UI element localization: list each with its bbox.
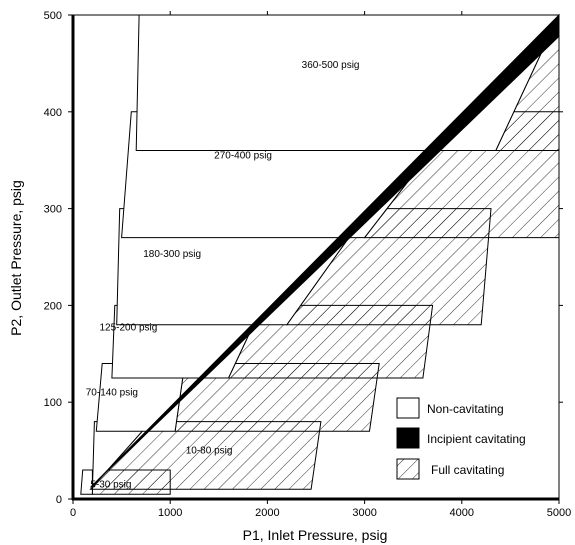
- y-tick-label: 0: [56, 494, 62, 506]
- band-label-125-200-psig: 125-200 psig: [99, 323, 157, 334]
- legend-swatch-non-cavitating: [396, 397, 420, 419]
- legend-label-non-cavitating: Non-cavitating: [427, 402, 504, 416]
- x-axis-title: P1, Inlet Pressure, psig: [243, 527, 388, 543]
- axes: 0 1000 2000 3000 4000 5000 0 100 200 300 400 500: [44, 10, 572, 519]
- band-labels: 5-30 psig 10-80 psig 70-140 psig 125-200 ps…: [86, 60, 360, 490]
- plot-area: 5-30 psig 10-80 psig 70-140 psig 125-200 ps…: [80, 13, 560, 495]
- x-tick-label: 3000: [352, 507, 376, 519]
- y-tick-label: 200: [44, 300, 62, 312]
- x-tick-label: 4000: [450, 507, 474, 519]
- x-tick-label: 5000: [547, 507, 571, 519]
- y-tick-label: 500: [44, 10, 62, 22]
- legend-label-full-cavitating: Full cavitating: [431, 463, 504, 477]
- y-tick-label: 300: [44, 204, 62, 216]
- legend-swatch-full-cavitating: [396, 458, 420, 480]
- legend-swatch-incipient: [396, 427, 420, 449]
- x-tick-label: 2000: [255, 507, 279, 519]
- non-cavitating-region-5-30-psig: [80, 469, 93, 495]
- band-label-5-30-psig: 5-30 psig: [90, 479, 131, 490]
- legend-label-incipient: Incipient cavitating: [427, 432, 526, 446]
- band-label-180-300-psig: 180-300 psig: [143, 249, 201, 260]
- non-cavitating-regions: [80, 14, 560, 495]
- band-label-270-400-psig: 270-400 psig: [214, 150, 272, 161]
- x-tick-label: 0: [70, 507, 76, 519]
- band-label-10-80-psig: 10-80 psig: [186, 446, 233, 457]
- y-axis-title: P2, Outlet Pressure, psig: [8, 180, 24, 336]
- band-label-360-500-psig: 360-500 psig: [302, 60, 360, 71]
- legend: Non-cavitating Incipient cavitating Full…: [388, 388, 552, 486]
- y-tick-label: 100: [44, 397, 62, 409]
- y-tick-label: 400: [44, 107, 62, 119]
- tick-marks: 0 1000 2000 3000 4000 5000 0 100 200 300 400 500: [44, 10, 572, 519]
- x-tick-label: 1000: [158, 507, 182, 519]
- band-label-70-140-psig: 70-140 psig: [86, 387, 138, 398]
